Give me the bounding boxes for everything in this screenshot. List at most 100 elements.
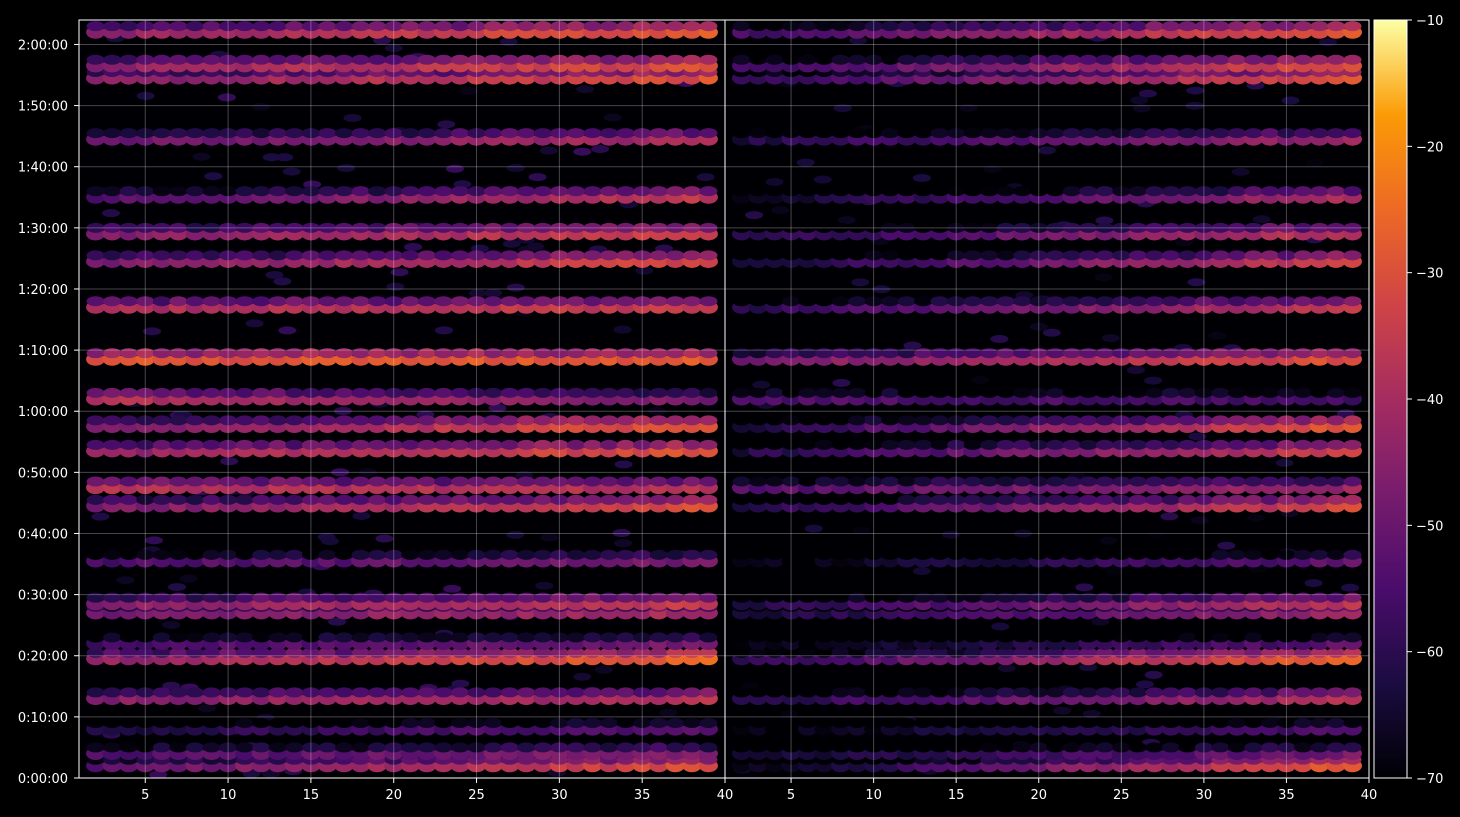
heatmap-cell: [583, 222, 602, 233]
colorbar-tick-label: −20: [1416, 140, 1443, 155]
heatmap-cell: [1128, 387, 1147, 398]
heatmap-cell: [1194, 632, 1213, 643]
heatmap-cell: [649, 717, 668, 728]
x-tick-label: 30: [1196, 788, 1213, 803]
heatmap-cell: [450, 250, 469, 261]
heatmap-cell: [848, 717, 867, 728]
heatmap-cell: [268, 415, 287, 426]
heatmap-cell: [1095, 348, 1114, 359]
heatmap-cell: [252, 250, 271, 261]
heatmap-cell: [1277, 415, 1296, 426]
heatmap-cell: [484, 742, 503, 753]
heatmap-cell: [831, 439, 850, 450]
heatmap-cell: [1161, 250, 1180, 261]
heatmap-cell: [384, 296, 403, 307]
heatmap-cell: [848, 387, 867, 398]
heatmap-cell: [358, 468, 377, 477]
heatmap-cell: [450, 348, 469, 359]
heatmap-cell: [1260, 348, 1279, 359]
heatmap-cell: [930, 21, 949, 32]
heatmap-cell: [682, 222, 701, 233]
heatmap-cell: [401, 387, 420, 398]
heatmap-cell: [318, 494, 337, 505]
heatmap-cell: [268, 632, 287, 643]
heatmap-cell: [864, 687, 883, 698]
heatmap-cell: [1343, 476, 1362, 487]
heatmap-cell: [1343, 415, 1362, 426]
heatmap-cell: [1013, 687, 1032, 698]
heatmap-cell: [666, 592, 685, 603]
heatmap-cell: [649, 222, 668, 233]
heatmap-cell: [749, 717, 768, 728]
heatmap-cell: [941, 530, 960, 539]
heatmap-cell: [460, 87, 479, 96]
heatmap-cell: [116, 576, 135, 585]
y-tick-label: 0:50:00: [18, 466, 68, 481]
heatmap-cell: [136, 687, 155, 698]
heatmap-cell: [699, 647, 718, 658]
heatmap-cell: [1310, 296, 1329, 307]
heatmap-cell: [732, 348, 751, 359]
heatmap-cell: [185, 186, 204, 197]
heatmap-cell: [185, 687, 204, 698]
heatmap-cell: [235, 415, 254, 426]
heatmap-cell: [796, 158, 815, 167]
heatmap-cell: [450, 415, 469, 426]
heatmap-cell: [566, 348, 585, 359]
heatmap-cell: [1095, 717, 1114, 728]
heatmap-cell: [517, 128, 536, 139]
heatmap-cell: [914, 549, 933, 560]
heatmap-cell: [930, 54, 949, 65]
heatmap-cell: [318, 439, 337, 450]
heatmap-cell: [1227, 494, 1246, 505]
heatmap-cell: [633, 717, 652, 728]
heatmap-cell: [1310, 348, 1329, 359]
heatmap-cell: [202, 186, 221, 197]
heatmap-cell: [217, 93, 236, 102]
y-tick-label: 2:00:00: [18, 38, 68, 53]
heatmap-cell: [252, 494, 271, 505]
heatmap-cell: [732, 54, 751, 65]
heatmap-cell: [980, 494, 999, 505]
heatmap-cell: [1145, 476, 1164, 487]
heatmap-cell: [235, 348, 254, 359]
heatmap-cell: [1013, 742, 1032, 753]
heatmap-cell: [881, 742, 900, 753]
heatmap-cell: [219, 387, 238, 398]
heatmap-cell: [1227, 632, 1246, 643]
heatmap-cell: [1046, 415, 1065, 426]
heatmap-cell: [600, 387, 619, 398]
heatmap-cell: [732, 21, 751, 32]
heatmap-cell: [268, 387, 287, 398]
heatmap-cell: [136, 387, 155, 398]
heatmap-cell: [119, 476, 138, 487]
heatmap-cell: [467, 415, 486, 426]
heatmap-cell: [1178, 742, 1197, 753]
heatmap-cell: [86, 186, 105, 197]
heatmap-cell: [1029, 348, 1048, 359]
heatmap-cell: [947, 296, 966, 307]
heatmap-cell: [1046, 717, 1065, 728]
heatmap-cell: [1161, 687, 1180, 698]
heatmap-cell: [301, 687, 320, 698]
heatmap-cell: [566, 647, 585, 658]
heatmap-cell: [848, 348, 867, 359]
heatmap-cell: [343, 113, 362, 122]
heatmap-cell: [1293, 296, 1312, 307]
heatmap-cell: [566, 222, 585, 233]
heatmap-cell: [1145, 439, 1164, 450]
heatmap-cell: [864, 128, 883, 139]
heatmap-cell: [1062, 128, 1081, 139]
heatmap-cell: [1046, 494, 1065, 505]
heatmap-cell: [1178, 296, 1197, 307]
heatmap-cell: [1112, 494, 1131, 505]
heatmap-cell: [384, 742, 403, 753]
heatmap-cell: [1244, 494, 1263, 505]
heatmap-cell: [600, 296, 619, 307]
heatmap-cell: [1194, 222, 1213, 233]
heatmap-cell: [467, 439, 486, 450]
heatmap-cell: [417, 387, 436, 398]
heatmap-cell: [1293, 348, 1312, 359]
heatmap-cell: [467, 128, 486, 139]
heatmap-cell: [699, 186, 718, 197]
